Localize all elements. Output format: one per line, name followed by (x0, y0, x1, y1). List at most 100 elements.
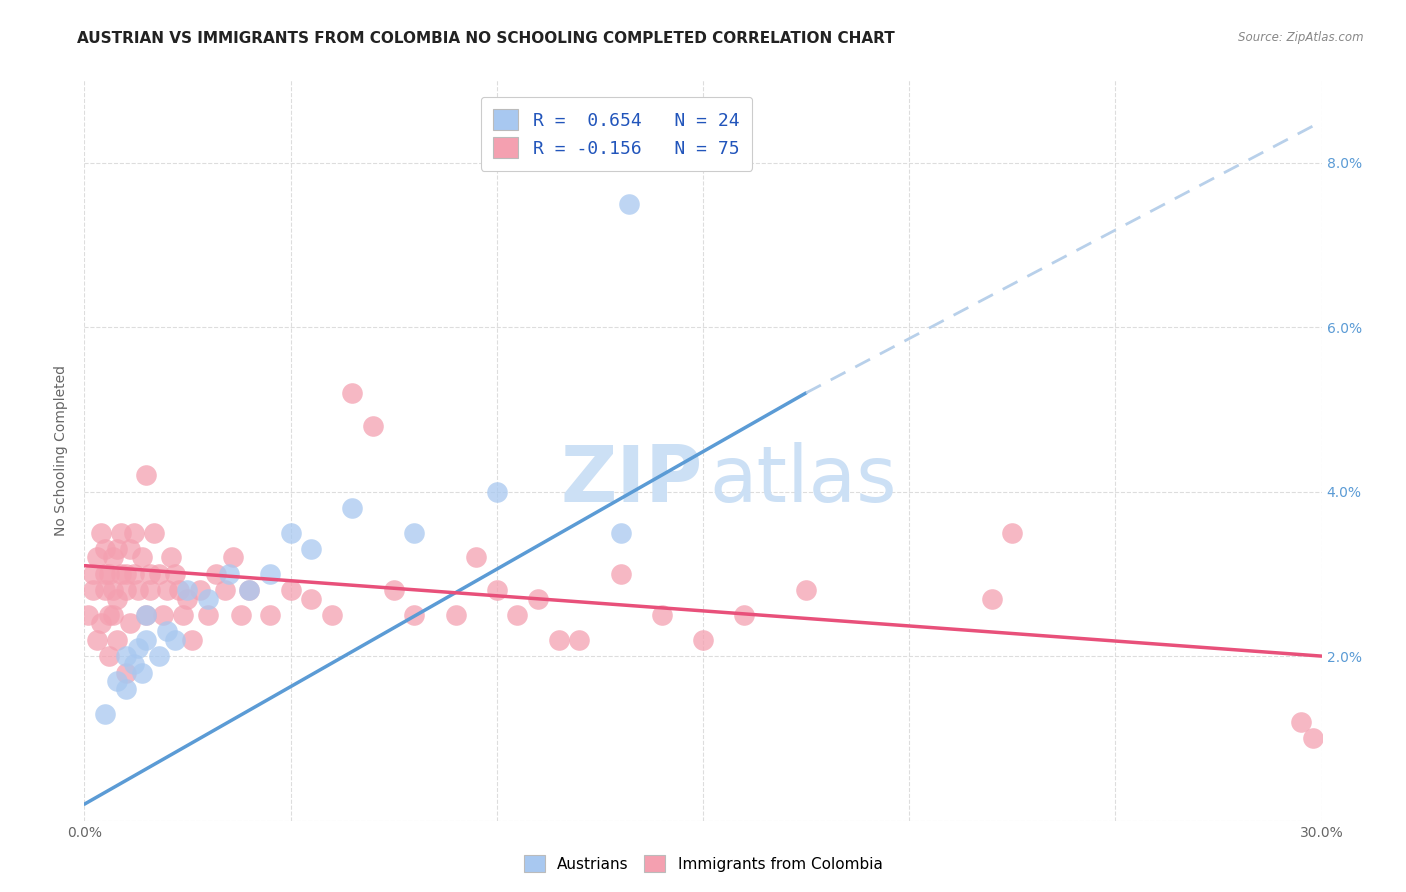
Point (794, 583, 817, 598)
Point (361, 418, 384, 433)
Point (114, 566, 136, 581)
Point (94, 542, 117, 557)
Text: atlas: atlas (709, 442, 897, 518)
Point (103, 607, 125, 622)
Point (160, 550, 183, 565)
Point (259, 607, 281, 622)
Point (197, 607, 219, 622)
Point (114, 649, 136, 664)
Point (188, 583, 211, 598)
Point (238, 583, 260, 598)
Point (404, 525, 426, 540)
Point (214, 583, 236, 598)
Point (485, 583, 508, 598)
Point (180, 632, 202, 647)
Point (94, 583, 117, 598)
Point (342, 501, 364, 516)
Point (321, 607, 343, 622)
Point (733, 607, 755, 622)
Point (114, 665, 136, 680)
Point (980, 591, 1002, 606)
Point (299, 542, 322, 557)
Text: ZIP: ZIP (561, 442, 703, 518)
Point (229, 607, 252, 622)
Point (485, 484, 508, 499)
Point (299, 591, 322, 606)
Text: AUSTRIAN VS IMMIGRANTS FROM COLOMBIA NO SCHOOLING COMPLETED CORRELATION CHART: AUSTRIAN VS IMMIGRANTS FROM COLOMBIA NO … (77, 31, 896, 46)
Point (527, 591, 550, 606)
Point (404, 607, 426, 622)
Point (90, 616, 112, 631)
Legend: Austrians, Immigrants from Colombia: Austrians, Immigrants from Colombia (516, 847, 890, 880)
Point (205, 566, 228, 581)
Point (148, 566, 170, 581)
Point (135, 607, 157, 622)
Point (118, 542, 141, 557)
Point (506, 607, 529, 622)
Point (122, 566, 145, 581)
Y-axis label: No Schooling Completed: No Schooling Completed (55, 365, 69, 536)
Point (135, 607, 157, 622)
Point (172, 607, 194, 622)
Point (156, 583, 179, 598)
Point (1302, 731, 1324, 746)
Point (131, 550, 153, 565)
Point (259, 566, 281, 581)
Point (103, 583, 125, 598)
Point (77, 607, 100, 622)
Point (86, 550, 108, 565)
Point (547, 632, 569, 647)
Point (98, 566, 121, 581)
Point (218, 566, 240, 581)
Point (617, 196, 640, 211)
Point (90, 525, 112, 540)
Point (156, 624, 179, 639)
Point (94, 566, 117, 581)
Point (143, 525, 166, 540)
Point (122, 657, 145, 672)
Point (86, 632, 108, 647)
Point (103, 550, 125, 565)
Point (280, 525, 302, 540)
Point (176, 591, 198, 606)
Point (342, 385, 364, 400)
Point (238, 583, 260, 598)
Point (105, 542, 128, 557)
Point (82, 566, 104, 581)
Point (94, 706, 117, 721)
Point (135, 632, 157, 647)
Point (609, 566, 631, 581)
Legend: R =  0.654   N = 24, R = -0.156   N = 75: R = 0.654 N = 24, R = -0.156 N = 75 (481, 96, 752, 171)
Point (135, 468, 157, 483)
Point (165, 632, 187, 647)
Point (105, 673, 128, 688)
Point (692, 632, 714, 647)
Point (114, 681, 136, 696)
Point (1001, 525, 1024, 540)
Point (148, 649, 170, 664)
Point (98, 607, 121, 622)
Point (176, 583, 198, 598)
Point (110, 566, 132, 581)
Point (114, 583, 136, 598)
Point (139, 566, 162, 581)
Point (82, 583, 104, 598)
Point (127, 640, 149, 655)
Point (98, 649, 121, 664)
Point (167, 583, 190, 598)
Point (110, 525, 132, 540)
Point (105, 591, 128, 606)
Point (1289, 714, 1312, 729)
Text: Source: ZipAtlas.com: Source: ZipAtlas.com (1239, 31, 1364, 45)
Point (127, 583, 149, 598)
Point (152, 607, 174, 622)
Point (382, 583, 405, 598)
Point (105, 632, 128, 647)
Point (651, 607, 673, 622)
Point (139, 583, 162, 598)
Point (118, 616, 141, 631)
Point (280, 583, 302, 598)
Point (465, 550, 488, 565)
Point (609, 525, 631, 540)
Point (122, 525, 145, 540)
